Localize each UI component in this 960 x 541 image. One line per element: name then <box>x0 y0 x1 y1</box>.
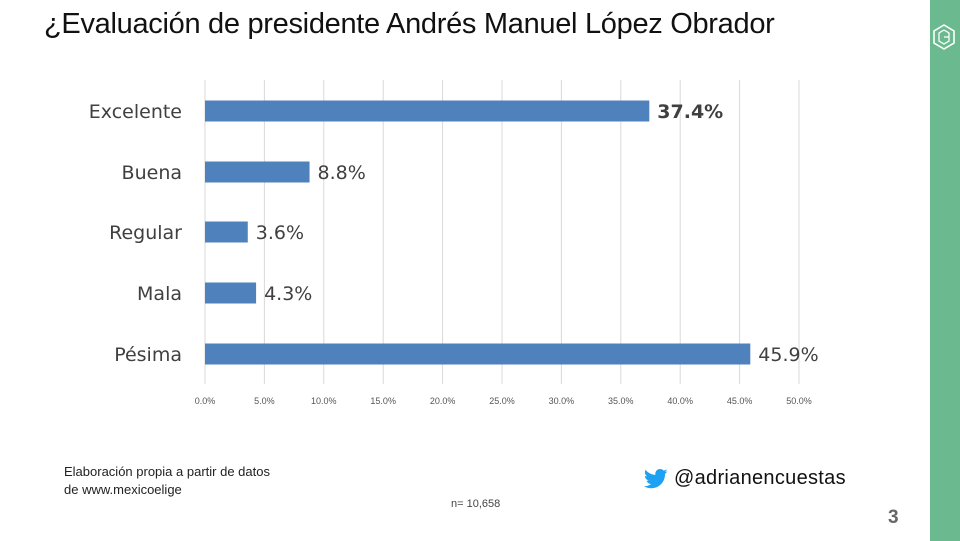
data-label: 37.4% <box>657 101 723 123</box>
page-number: 3 <box>888 507 899 528</box>
x-tick-label: 30.0% <box>549 396 575 406</box>
twitter-handle: @adrianencuestas <box>674 467 846 489</box>
x-tick-label: 0.0% <box>195 396 216 406</box>
bar-chart: 0.0% 5.0% 10.0% 15.0% 20.0% 25.0% 30.0% 35.0% 40… <box>89 80 819 406</box>
x-tick-label: 5.0% <box>254 396 275 406</box>
x-tick-label: 45.0% <box>727 396 753 406</box>
x-tick-label: 50.0% <box>786 396 812 406</box>
accent-sidebar <box>930 0 960 541</box>
bar <box>205 343 751 365</box>
category-label: Excelente <box>89 101 182 123</box>
twitter-bird-icon <box>644 468 668 488</box>
data-label: 4.3% <box>264 283 312 305</box>
category-label: Buena <box>122 162 182 184</box>
bar <box>205 161 310 183</box>
source-line-2: de www.mexicoelige <box>64 482 182 497</box>
logo-icon <box>933 24 955 50</box>
x-tick-label: 35.0% <box>608 396 634 406</box>
x-tick-label: 25.0% <box>489 396 515 406</box>
category-label: Mala <box>137 283 182 305</box>
x-tick-label: 15.0% <box>370 396 396 406</box>
category-label: Pésima <box>114 344 182 366</box>
bar <box>205 100 650 122</box>
source-line-1: Elaboración propia a partir de datos <box>64 464 270 479</box>
bar <box>205 282 257 304</box>
x-tick-label: 20.0% <box>430 396 456 406</box>
source-note: Elaboración propia a partir de datos de … <box>64 463 270 499</box>
category-label: Regular <box>109 222 182 244</box>
x-tick-label: 10.0% <box>311 396 337 406</box>
x-tick-label: 40.0% <box>667 396 693 406</box>
sample-size: n= 10,658 <box>451 498 501 510</box>
bar <box>205 221 248 243</box>
data-label: 3.6% <box>256 222 304 244</box>
data-label: 8.8% <box>318 162 366 184</box>
twitter-credit: @adrianencuestas <box>644 467 846 490</box>
slide-title: ¿Evaluación de presidente Andrés Manuel … <box>44 8 775 40</box>
data-label: 45.9% <box>758 344 818 366</box>
